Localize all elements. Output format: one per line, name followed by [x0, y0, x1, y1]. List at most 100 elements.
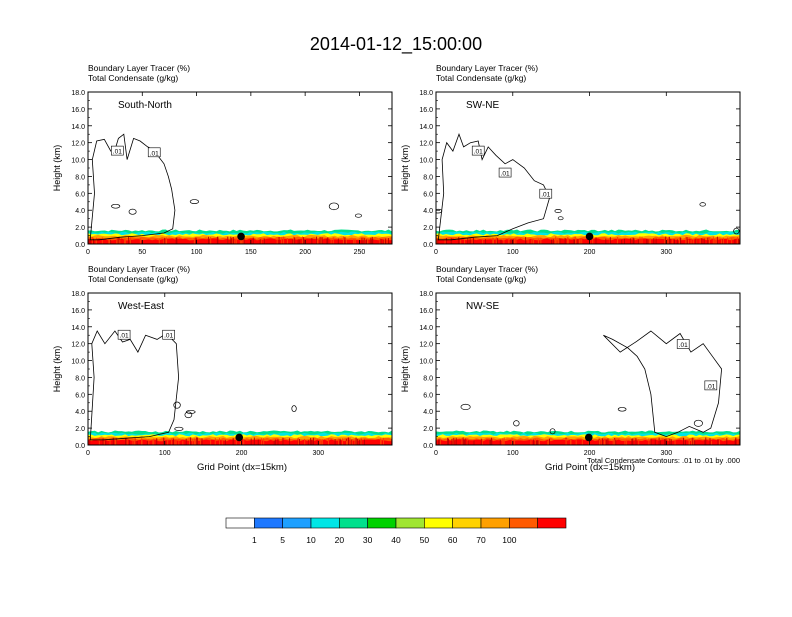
contour-label-box — [111, 145, 124, 156]
colorbar-label: 100 — [502, 535, 516, 545]
y-tick-label: 10.0 — [419, 359, 433, 366]
y-tick-label: 16.0 — [419, 308, 433, 315]
location-marker — [585, 232, 594, 241]
plot-frame — [87, 91, 393, 245]
y-tick-label: 4.0 — [423, 208, 433, 215]
condensate-cell — [554, 208, 562, 213]
x-tick-label: 100 — [159, 450, 171, 457]
x-tick-label: 0 — [86, 450, 90, 457]
y-tick-label: 16.0 — [71, 107, 85, 114]
y-tick-label: 2.0 — [75, 426, 85, 433]
contour-label-box — [162, 329, 175, 340]
condensate-contour — [437, 133, 551, 241]
y-tick-label: 18.0 — [419, 291, 433, 298]
panel-sw-ne: Boundary Layer Tracer (%)Total Condensat… — [400, 63, 741, 256]
plot-area: .01 .01 .01 — [436, 133, 740, 244]
location-marker — [584, 433, 593, 442]
x-tick-label: 50 — [138, 249, 146, 256]
x-tick-label: 200 — [584, 450, 596, 457]
contour-label-box — [147, 147, 161, 158]
condensate-cell — [184, 411, 193, 419]
location-marker — [235, 433, 244, 442]
condensate-cell — [189, 199, 200, 204]
panel-west-east: Boundary Layer Tracer (%)Total Condensat… — [52, 264, 393, 473]
y-tick-label: 6.0 — [423, 392, 433, 399]
x-tick-label: 200 — [299, 249, 311, 256]
condensate-cell — [128, 208, 137, 215]
colorbar-label: 30 — [363, 535, 373, 545]
contour-footnote: Total Condensate Contours: .01 to .01 by… — [587, 456, 740, 465]
x-tick-label: 200 — [236, 450, 248, 457]
y-tick-label: 14.0 — [419, 124, 433, 131]
y-tick-label: 10.0 — [71, 158, 85, 165]
y-axis-label: Height (km) — [52, 346, 62, 393]
condensate-cell — [328, 202, 340, 211]
panel-header-condensate: Total Condensate (g/kg) — [88, 73, 178, 83]
x-axis-label: Grid Point (dx=15km) — [197, 462, 287, 473]
colorbar-swatch — [367, 517, 397, 529]
panel-label: South-North — [118, 100, 172, 111]
colorbar-swatch — [509, 517, 538, 529]
y-tick-label: 0.0 — [75, 443, 85, 450]
condensate-cell — [733, 227, 740, 235]
condensate-cell — [436, 208, 443, 214]
contour-label: .01 — [541, 192, 550, 199]
contour-label-box — [498, 167, 512, 178]
panel-label: SW-NE — [466, 100, 499, 111]
contour-label: .01 — [150, 150, 159, 157]
contour-label: .01 — [120, 333, 129, 340]
contour-label-box — [471, 145, 485, 156]
colorbar-label: 10 — [306, 535, 316, 545]
x-tick-label: 200 — [584, 249, 596, 256]
colorbar-label: 20 — [335, 535, 345, 545]
y-tick-label: 12.0 — [419, 342, 433, 349]
colorbar-swatch — [424, 517, 453, 529]
condensate-cell — [111, 203, 121, 209]
plot-area: .01 .01 — [88, 329, 392, 445]
colorbar: 1 5 10 20 30 40 50 60 70 100 — [225, 517, 567, 545]
colorbar-swatch — [395, 517, 425, 529]
y-tick-label: 14.0 — [419, 325, 433, 332]
condensate-contour — [603, 330, 723, 438]
x-tick-label: 150 — [245, 249, 257, 256]
tracer-band — [436, 238, 740, 244]
y-tick-label: 4.0 — [75, 409, 85, 416]
condensate-contour — [89, 330, 180, 441]
y-tick-label: 8.0 — [423, 375, 433, 382]
colorbar-swatch — [282, 517, 312, 529]
contour-label: .01 — [474, 149, 483, 156]
contour-label: .01 — [706, 383, 715, 390]
x-tick-label: 300 — [312, 450, 324, 457]
contour-label-box — [117, 329, 131, 340]
colorbar-label: 70 — [476, 535, 486, 545]
condensate-cell — [173, 401, 181, 409]
y-tick-label: 2.0 — [75, 225, 85, 232]
x-tick-label: 250 — [354, 249, 366, 256]
y-tick-label: 4.0 — [75, 208, 85, 215]
colorbar-label: 1 — [252, 535, 257, 545]
condensate-cell — [549, 428, 556, 435]
contour-label-box — [704, 380, 718, 391]
colorbar-label: 40 — [391, 535, 401, 545]
x-tick-label: 100 — [507, 249, 519, 256]
y-tick-label: 12.0 — [71, 342, 85, 349]
colorbar-swatch — [452, 517, 482, 529]
y-tick-label: 8.0 — [75, 375, 85, 382]
condensate-cell — [699, 202, 706, 207]
condensate-cell — [291, 405, 297, 413]
plot-area: .01 .01 — [436, 330, 740, 445]
x-tick-label: 300 — [660, 249, 672, 256]
condensate-cell — [557, 216, 564, 221]
contour-label: .01 — [679, 342, 688, 349]
y-tick-label: 4.0 — [423, 409, 433, 416]
contour-label-box — [676, 339, 690, 349]
contour-label-box — [539, 188, 553, 199]
y-tick-label: 6.0 — [75, 191, 85, 198]
panel-nw-se: Boundary Layer Tracer (%)Total Condensat… — [400, 264, 741, 473]
condensate-cell — [460, 403, 471, 411]
colorbar-swatch — [225, 517, 255, 529]
colorbar-label: 5 — [280, 535, 285, 545]
colorbar-label: 60 — [448, 535, 458, 545]
y-tick-label: 6.0 — [75, 392, 85, 399]
